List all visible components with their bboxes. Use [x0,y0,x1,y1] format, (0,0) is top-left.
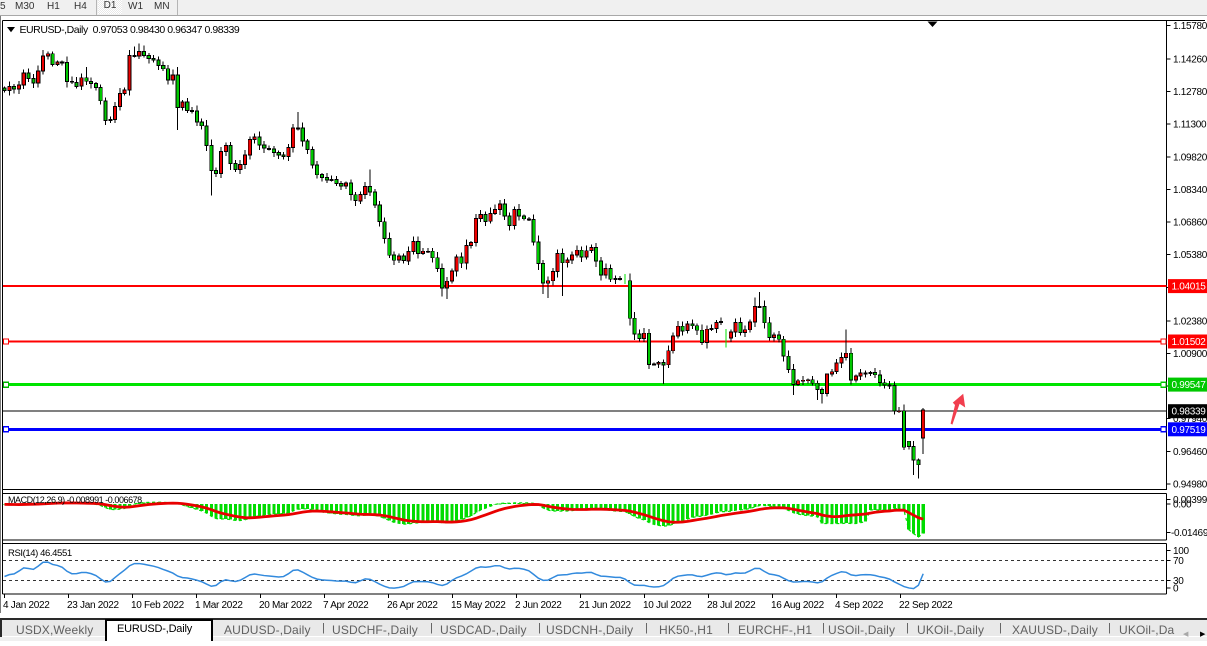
svg-text:22 Sep 2022: 22 Sep 2022 [899,600,953,611]
svg-text:100: 100 [1173,546,1190,557]
svg-text:0: 0 [1173,584,1179,595]
svg-text:1.06860: 1.06860 [1173,218,1207,229]
svg-text:1.12780: 1.12780 [1173,87,1207,98]
svg-text:1.01502: 1.01502 [1172,337,1207,348]
svg-text:1.11300: 1.11300 [1173,120,1207,131]
svg-text:RSI(14) 46.4551: RSI(14) 46.4551 [8,548,72,559]
svg-text:1.09820: 1.09820 [1173,152,1207,163]
svg-text:1.15780: 1.15780 [1173,21,1207,32]
svg-text:23 Jan 2022: 23 Jan 2022 [67,600,119,611]
svg-text:1.14260: 1.14260 [1173,55,1207,66]
svg-text:1.04015: 1.04015 [1172,282,1207,293]
svg-text:2 Jun 2022: 2 Jun 2022 [515,600,562,611]
svg-text:21 Jun 2022: 21 Jun 2022 [579,600,631,611]
svg-text:0.98339: 0.98339 [1172,407,1207,418]
svg-text:26 Apr 2022: 26 Apr 2022 [387,600,438,611]
svg-text:4 Sep 2022: 4 Sep 2022 [835,600,884,611]
svg-text:7 Apr 2022: 7 Apr 2022 [323,600,369,611]
svg-text:70: 70 [1173,556,1184,567]
svg-text:20 Mar 2022: 20 Mar 2022 [259,600,313,611]
svg-text:1.08340: 1.08340 [1173,185,1207,196]
svg-text:0.97940: 0.97940 [1173,414,1207,425]
svg-text:MACD(12,26,9) -0.008991 -0.006: MACD(12,26,9) -0.008991 -0.006678 [8,495,142,505]
svg-text:30: 30 [1173,576,1184,587]
svg-text:0.99547: 0.99547 [1172,380,1207,391]
svg-text:0.97519: 0.97519 [1172,425,1207,436]
svg-text:1.05380: 1.05380 [1173,250,1207,261]
svg-text:0.94980: 0.94980 [1173,480,1207,491]
svg-text:16 Aug 2022: 16 Aug 2022 [771,600,825,611]
svg-text:EURUSD-,Daily 0.97053 0.98430: EURUSD-,Daily 0.97053 0.98430 0.96347 0.… [20,24,240,36]
svg-text:-0.01469: -0.01469 [1171,528,1207,539]
svg-text:0.00: 0.00 [1173,500,1192,511]
svg-text:1.00900: 1.00900 [1173,349,1207,360]
svg-text:10 Jul 2022: 10 Jul 2022 [643,600,692,611]
svg-text:0.00399: 0.00399 [1173,495,1207,506]
svg-text:28 Jul 2022: 28 Jul 2022 [707,600,756,611]
svg-text:15 May 2022: 15 May 2022 [451,600,506,611]
svg-text:1 Mar 2022: 1 Mar 2022 [195,600,243,611]
svg-text:4 Jan 2022: 4 Jan 2022 [3,600,50,611]
svg-text:1.02380: 1.02380 [1173,316,1207,327]
svg-text:0.96460: 0.96460 [1173,447,1207,458]
svg-text:10 Feb 2022: 10 Feb 2022 [131,600,185,611]
